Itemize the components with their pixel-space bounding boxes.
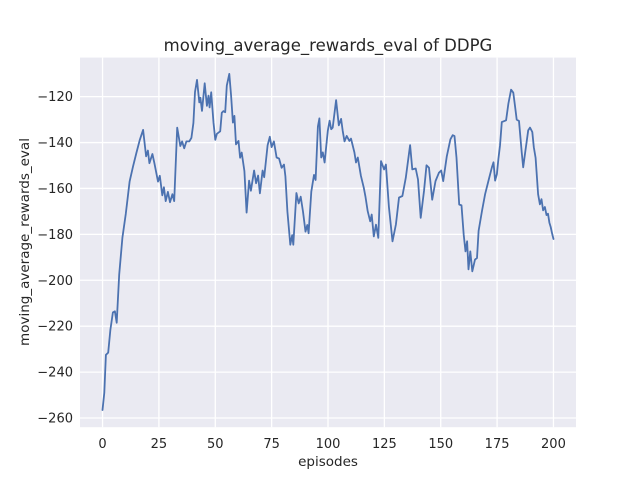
y-tick-label: −200 — [37, 274, 73, 289]
y-tick-label: −120 — [37, 90, 73, 105]
y-tick-label: −160 — [37, 182, 73, 197]
x-tick-label: 50 — [207, 437, 224, 452]
chart-title: moving_average_rewards_eval of DDPG — [163, 36, 493, 55]
y-tick-label: −260 — [37, 412, 73, 427]
reward-line — [101, 73, 555, 411]
y-tick-label: −240 — [37, 366, 73, 381]
y-axis-label: moving_average_rewards_eval — [17, 138, 33, 346]
x-tick-label: 175 — [485, 437, 510, 452]
y-tick-label: −220 — [37, 320, 73, 335]
y-tick-label: −180 — [37, 228, 73, 243]
y-tick-label: −140 — [37, 136, 73, 151]
x-tick-label: 150 — [428, 437, 453, 452]
x-tick-label: 200 — [541, 437, 566, 452]
x-tick-label: 75 — [263, 437, 280, 452]
x-tick-label: 100 — [316, 437, 341, 452]
x-axis-label: episodes — [298, 454, 358, 470]
x-tick-label: 25 — [151, 437, 168, 452]
x-tick-label: 125 — [372, 437, 397, 452]
x-tick-label: 0 — [98, 437, 106, 452]
